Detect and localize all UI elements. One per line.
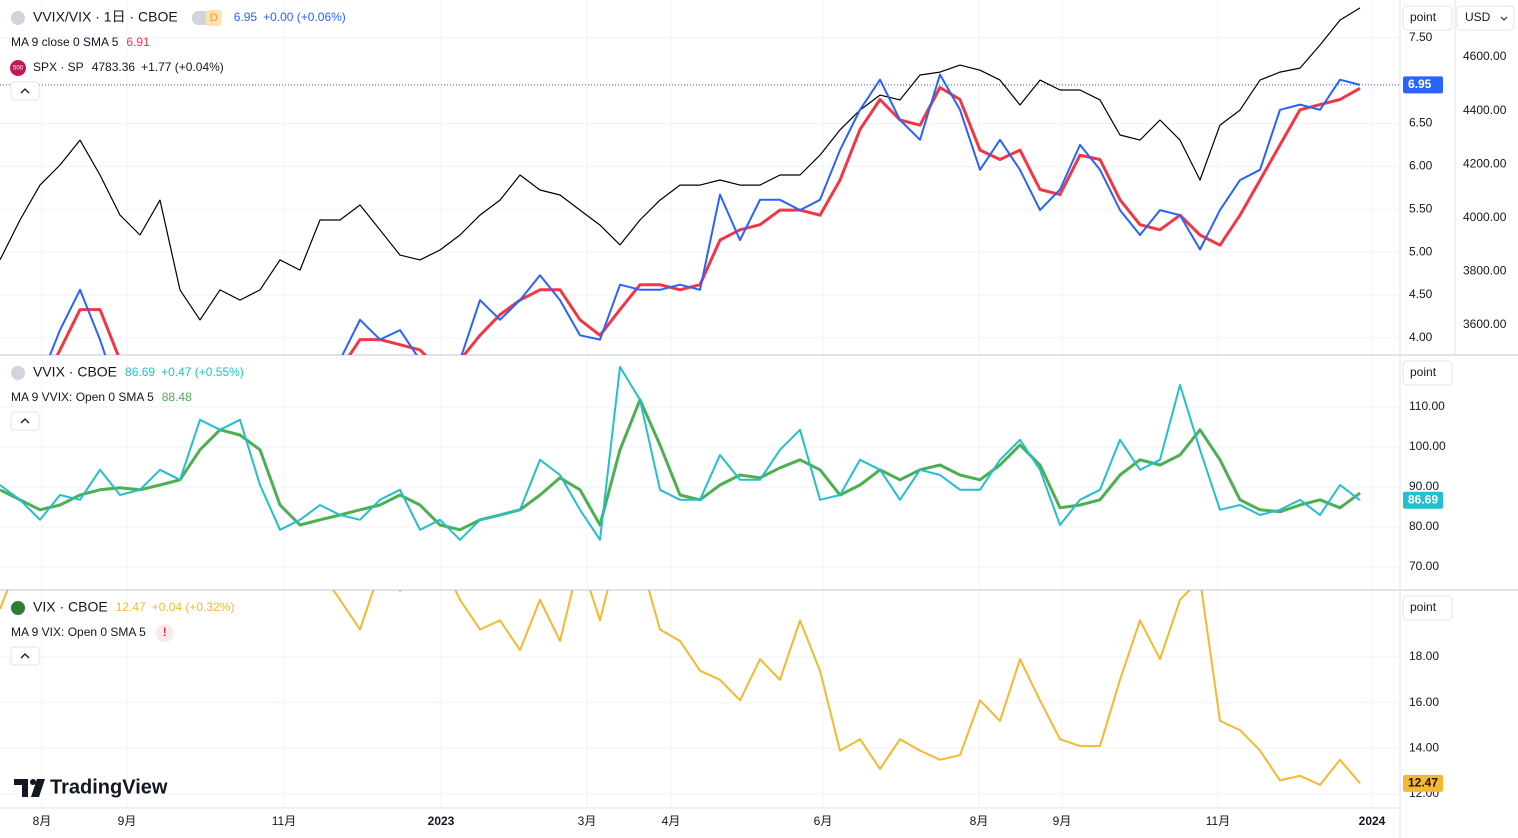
collapse-icon — [20, 653, 30, 659]
y2-tick-label: 4400.00 — [1463, 103, 1507, 117]
x-tick-label: 6月 — [814, 814, 833, 828]
currency-button — [1456, 5, 1515, 31]
legend-name: SPX · SP — [33, 60, 84, 74]
legend-value: 6.95 — [234, 10, 258, 24]
y-tick-label: 90.00 — [1409, 479, 1439, 493]
collapse-icon — [20, 418, 30, 424]
scale-button — [1402, 5, 1453, 31]
y-tick-label: 4.00 — [1409, 330, 1433, 344]
y-tick-label: 16.00 — [1409, 695, 1439, 709]
collapse-button — [10, 646, 40, 666]
x-tick-label: 8月 — [33, 814, 52, 828]
logo-text: TradingView — [50, 776, 168, 798]
plot — [0, 590, 1361, 786]
y2-tick-label: 4200.00 — [1463, 156, 1507, 170]
interval-badge-text: D — [210, 12, 218, 24]
y2-tick-label: 3600.00 — [1463, 317, 1507, 331]
grid — [0, 406, 1400, 568]
y-tick-label: 7.50 — [1409, 30, 1433, 44]
y-tick-label: 5.00 — [1409, 244, 1433, 258]
last-price-box — [1403, 491, 1443, 509]
symbol-icon — [10, 60, 26, 76]
legend-value: 88.48 — [162, 390, 192, 404]
logo-icon — [14, 779, 28, 797]
y-tick-label: 70.00 — [1409, 559, 1439, 573]
legend-change: +0.47 (+0.55%) — [161, 365, 244, 379]
symbol-icon — [11, 601, 25, 615]
symbol-icon — [11, 11, 25, 25]
legend-change: +1.77 (+0.04%) — [141, 60, 224, 74]
y-tick-label: 110.00 — [1409, 399, 1445, 413]
logo-icon — [30, 779, 36, 785]
x-tick-label: 11月 — [272, 814, 296, 828]
y-tick-label: 6.00 — [1409, 159, 1433, 173]
last-price-box — [1403, 76, 1443, 94]
scale-button-text: point — [1410, 600, 1437, 614]
grid — [0, 37, 1400, 339]
series-line — [0, 590, 1361, 786]
currency-button-text: USD — [1465, 10, 1491, 24]
x-tick-label: 4月 — [662, 814, 681, 828]
legend-value: 12.47 — [116, 600, 146, 614]
scale-button-text: point — [1410, 10, 1437, 24]
legend-name: VIX · CBOE — [33, 599, 108, 615]
symbol-icon — [11, 366, 25, 380]
y-tick-label: 5.50 — [1409, 201, 1433, 215]
last-price-label: 12.47 — [1408, 775, 1438, 789]
series-line — [55, 86, 1361, 355]
y2-tick-label: 4600.00 — [1463, 49, 1507, 63]
collapse-button — [10, 81, 40, 101]
scale-button-text: point — [1410, 365, 1437, 379]
series-line — [48, 73, 1361, 355]
warning-text: ! — [163, 625, 167, 639]
y-tick-label: 14.00 — [1409, 741, 1439, 755]
y-tick-label: 80.00 — [1409, 519, 1439, 533]
x-tick-label: 9月 — [1053, 814, 1072, 828]
y-tick-label: 100.00 — [1409, 439, 1446, 453]
legend-name: VVIX · CBOE — [33, 364, 117, 380]
x-tick-label: 3月 — [578, 814, 597, 828]
legend-change: +0.04 (+0.32%) — [152, 600, 235, 614]
x-tick-label: 8月 — [970, 814, 989, 828]
legend-name: MA 9 close 0 SMA 5 — [11, 35, 119, 49]
legend-name: MA 9 VIX: Open 0 SMA 5 — [11, 625, 146, 639]
legend-name: VVIX/VIX · 1日 · CBOE — [33, 9, 178, 25]
interval-badge — [205, 10, 222, 26]
grid — [0, 0, 1400, 808]
plot — [0, 7, 1400, 355]
legend-value: 86.69 — [125, 365, 155, 379]
x-tick-label: 2023 — [428, 814, 455, 828]
logo-icon — [31, 779, 45, 797]
x-tick-label: 11月 — [1206, 814, 1230, 828]
collapse-button — [10, 411, 40, 431]
last-price-box — [1403, 774, 1443, 792]
last-price-label: 6.95 — [1408, 77, 1432, 91]
plot — [0, 366, 1361, 541]
series-line — [0, 398, 1361, 532]
y-tick-label: 4.50 — [1409, 287, 1433, 301]
legend-change: +0.00 (+0.06%) — [263, 10, 346, 24]
y2-tick-label: 4000.00 — [1463, 210, 1507, 224]
x-tick-label: 9月 — [118, 814, 137, 828]
scale-button — [1402, 360, 1453, 386]
scale-button — [1402, 595, 1453, 621]
series-line — [0, 366, 1361, 541]
collapse-icon — [20, 88, 30, 94]
series-line — [0, 7, 1361, 321]
y2-tick-label: 3800.00 — [1463, 264, 1507, 278]
last-price-label: 86.69 — [1408, 492, 1438, 506]
legend-name: MA 9 VVIX: Open 0 SMA 5 — [11, 390, 154, 404]
y-tick-label: 6.50 — [1409, 116, 1433, 130]
logo: TradingView — [14, 776, 168, 798]
legend-value: 6.91 — [126, 35, 150, 49]
caret — [1500, 16, 1508, 21]
legend-value: 4783.36 — [92, 60, 136, 74]
y-tick-label: 18.00 — [1409, 649, 1439, 663]
symbol-icon-text: 500 — [13, 66, 24, 72]
x-tick-label: 2024 — [1359, 814, 1386, 828]
warning-box — [155, 624, 174, 642]
